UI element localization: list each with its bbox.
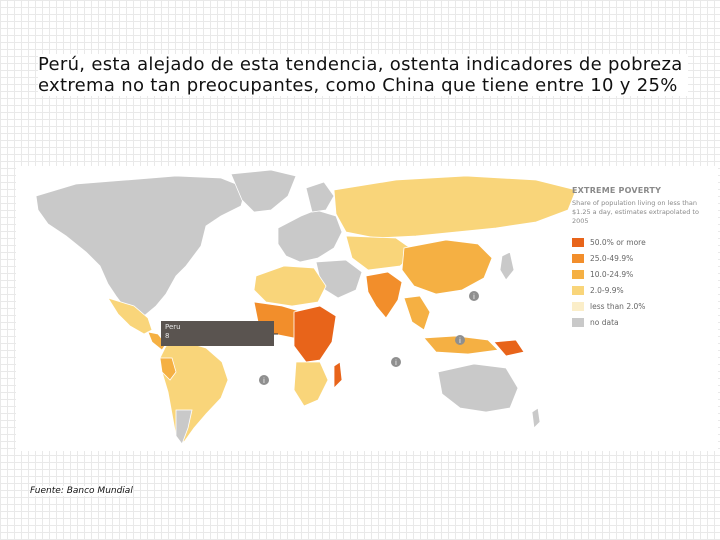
peru-callout: Peru 8 — [161, 321, 274, 346]
legend: EXTREME POVERTY Share of population livi… — [572, 186, 712, 330]
legend-label: 2.0-9.9% — [590, 285, 624, 295]
legend-item: 2.0-9.9% — [572, 282, 712, 298]
region-china — [401, 239, 493, 295]
region-southern-cone — [175, 409, 193, 445]
info-icon[interactable]: i — [469, 291, 479, 301]
region-japan — [499, 251, 515, 281]
legend-item: 25.0-49.9% — [572, 250, 712, 266]
info-icon[interactable]: i — [259, 375, 269, 385]
legend-swatch — [572, 285, 584, 295]
callout-country: Peru — [165, 323, 181, 331]
legend-swatch — [572, 253, 584, 263]
region-southeast-asia — [403, 295, 431, 331]
world-map-panel: i i i i Peru 8 EXTREME POVERTY Share of … — [16, 166, 718, 451]
legend-label: 25.0-49.9% — [590, 253, 634, 263]
region-india — [365, 271, 403, 319]
region-indonesia — [423, 335, 499, 355]
info-icon[interactable]: i — [391, 357, 401, 367]
region-north-africa — [253, 265, 327, 307]
region-south-america — [159, 341, 229, 443]
callout-value: 8 — [165, 332, 170, 340]
region-central-asia — [345, 235, 417, 271]
svg-text:i: i — [263, 377, 265, 385]
region-greenland — [230, 169, 297, 213]
legend-item: 50.0% or more — [572, 234, 712, 250]
source-caption: Fuente: Banco Mundial — [30, 486, 133, 496]
legend-swatch — [572, 269, 584, 279]
region-southern-africa — [293, 361, 329, 407]
legend-swatch — [572, 301, 584, 311]
legend-swatch — [572, 317, 584, 327]
region-new-zealand — [531, 407, 541, 429]
region-russia — [333, 175, 577, 239]
region-scandinavia — [305, 181, 335, 213]
svg-text:i: i — [459, 337, 461, 345]
legend-label: no data — [590, 317, 619, 327]
legend-label: 50.0% or more — [590, 237, 646, 247]
legend-item: 10.0-24.9% — [572, 266, 712, 282]
region-madagascar — [333, 361, 343, 389]
info-icon[interactable]: i — [455, 335, 465, 345]
region-papua — [493, 339, 525, 357]
world-map: i i i i — [35, 169, 577, 445]
region-europe — [277, 209, 343, 263]
region-east-africa — [293, 305, 337, 363]
legend-items: 50.0% or more 25.0-49.9% 10.0-24.9% 2.0-… — [572, 234, 712, 330]
page-heading: Perú, esta alejado de esta tendencia, os… — [38, 54, 688, 96]
region-australia — [437, 363, 519, 413]
legend-item: less than 2.0% — [572, 298, 712, 314]
legend-title: EXTREME POVERTY — [572, 186, 662, 195]
svg-text:i: i — [395, 359, 397, 367]
legend-subtitle: Share of population living on less than … — [572, 199, 699, 225]
region-north-america — [35, 175, 247, 317]
legend-label: less than 2.0% — [590, 301, 646, 311]
legend-item: no data — [572, 314, 712, 330]
legend-swatch — [572, 237, 584, 247]
region-peru — [159, 357, 177, 381]
svg-text:i: i — [473, 293, 475, 301]
legend-label: 10.0-24.9% — [590, 269, 634, 279]
